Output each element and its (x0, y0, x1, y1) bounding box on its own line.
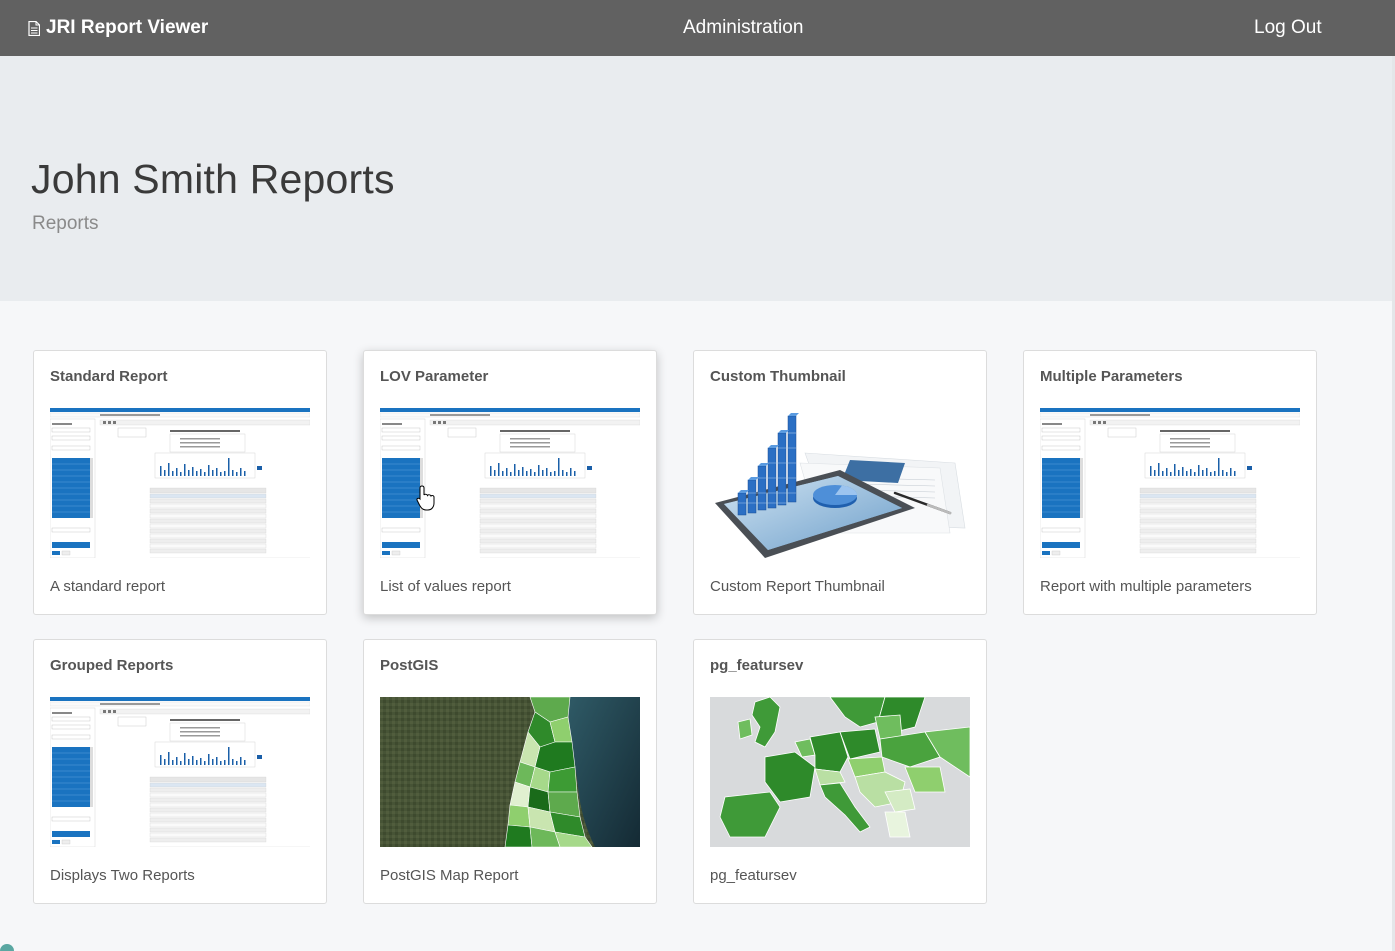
page-title: John Smith Reports (31, 156, 395, 202)
nav-logout-link[interactable]: Log Out (1254, 17, 1322, 38)
widget-badge[interactable] (0, 944, 14, 951)
report-card-standard-report[interactable]: Standard Report A standard report (33, 350, 327, 615)
report-thumbnail (380, 408, 640, 558)
card-description: Custom Report Thumbnail (710, 578, 885, 595)
card-description: pg_featursev (710, 867, 797, 884)
page-subtitle: Reports (32, 213, 99, 234)
card-title: Grouped Reports (50, 657, 174, 674)
top-navbar: JRI Report Viewer Administration Log Out (0, 0, 1395, 56)
brand-label: JRI Report Viewer (46, 17, 209, 38)
scrollbar-track[interactable] (1392, 56, 1395, 951)
report-card-custom-thumbnail[interactable]: Custom Thumbnail (693, 350, 987, 615)
report-card-grouped-reports[interactable]: Grouped Reports Displays Two Reports (33, 639, 327, 904)
card-description: Report with multiple parameters (1040, 578, 1252, 595)
report-card-lov-parameter[interactable]: LOV Parameter List of values report (363, 350, 657, 615)
report-card-postgis[interactable]: PostGIS (363, 639, 657, 904)
card-title: pg_featursev (710, 657, 804, 674)
brand-link[interactable]: JRI Report Viewer (28, 0, 208, 56)
satellite-map-image (380, 697, 640, 847)
card-description: PostGIS Map Report (380, 867, 519, 884)
card-title: Custom Thumbnail (710, 368, 846, 385)
report-thumbnail (50, 697, 310, 847)
page-header: John Smith Reports Reports (0, 56, 1395, 301)
hand-cursor-icon (416, 485, 435, 511)
card-description: List of values report (380, 578, 511, 595)
report-thumbnail (1040, 408, 1300, 558)
card-title: Multiple Parameters (1040, 368, 1183, 385)
document-icon (28, 20, 40, 36)
card-title: LOV Parameter (380, 368, 489, 385)
europe-map-image (710, 697, 970, 847)
tablet-chart-image (710, 408, 970, 558)
card-title: PostGIS (380, 657, 439, 674)
card-description: Displays Two Reports (50, 867, 195, 884)
card-title: Standard Report (50, 368, 168, 385)
report-card-pg-featursev[interactable]: pg_featursev (693, 639, 987, 904)
report-card-multiple-parameters[interactable]: Multiple Parameters Report with multiple… (1023, 350, 1317, 615)
nav-administration-link[interactable]: Administration (683, 17, 804, 38)
report-thumbnail (50, 408, 310, 558)
card-description: A standard report (50, 578, 166, 595)
